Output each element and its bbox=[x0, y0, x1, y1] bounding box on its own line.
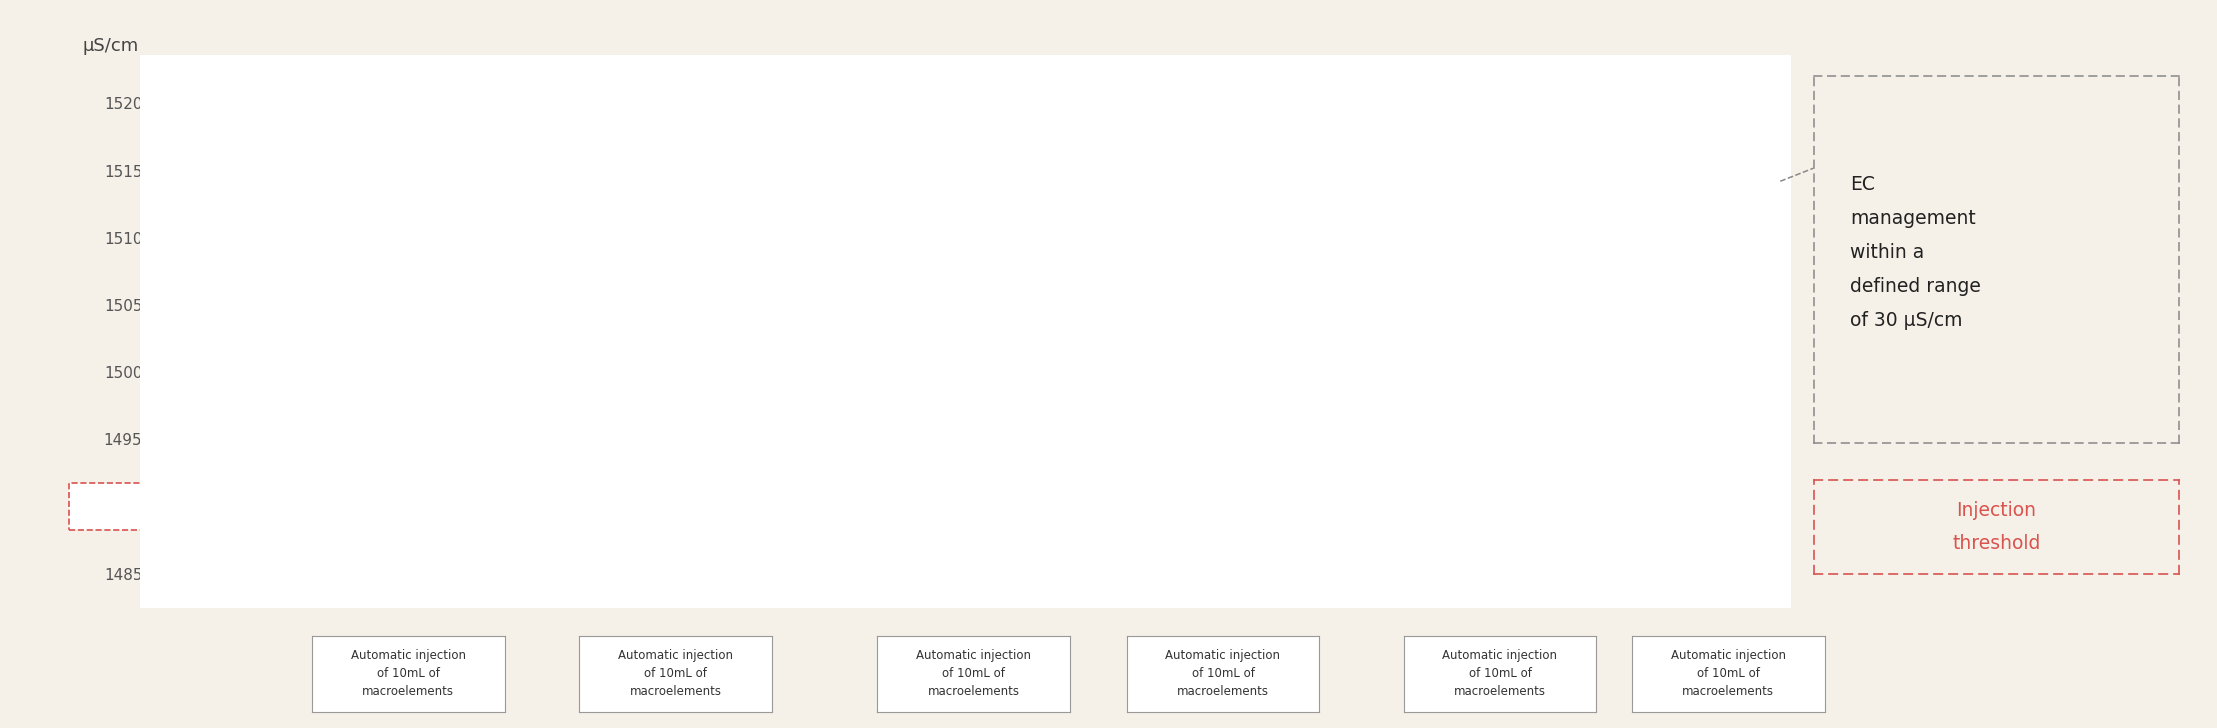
Text: Automatic injection
of 10mL of
macroelements: Automatic injection of 10mL of macroelem… bbox=[1672, 649, 1785, 698]
Text: μS/cm: μS/cm bbox=[82, 37, 140, 55]
Text: Automatic injection
of 10mL of
macroelements: Automatic injection of 10mL of macroelem… bbox=[350, 649, 466, 698]
Text: EC
management
within a
defined range
of 30 μS/cm: EC management within a defined range of … bbox=[1849, 175, 1982, 330]
Text: Automatic injection
of 10mL of
macroelements: Automatic injection of 10mL of macroelem… bbox=[1166, 649, 1281, 698]
Text: Injection
threshold: Injection threshold bbox=[1953, 502, 2040, 553]
FancyBboxPatch shape bbox=[69, 483, 149, 530]
Text: Automatic injection
of 10mL of
macroelements: Automatic injection of 10mL of macroelem… bbox=[619, 649, 734, 698]
Text: Automatic injection
of 10mL of
macroelements: Automatic injection of 10mL of macroelem… bbox=[1443, 649, 1559, 698]
Text: Automatic injection
of 10mL of
macroelements: Automatic injection of 10mL of macroelem… bbox=[916, 649, 1031, 698]
